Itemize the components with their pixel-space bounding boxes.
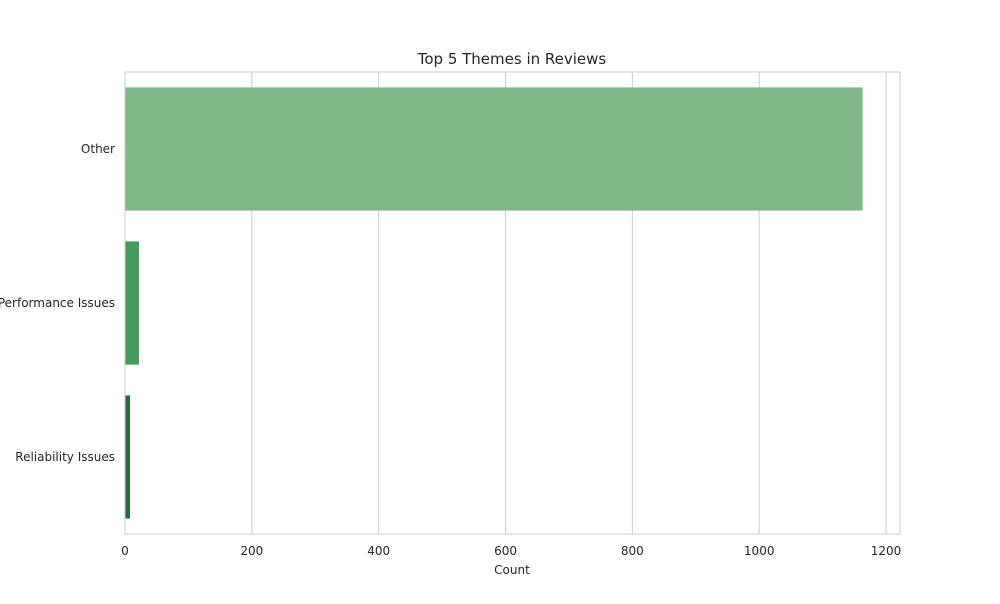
bar-reliability-issues — [125, 395, 131, 519]
x-tick-label: 600 — [494, 544, 517, 558]
x-axis-title: Count — [494, 563, 530, 577]
x-tick-labels: 0 200 400 600 800 1000 1200 — [121, 544, 901, 558]
y-tick-label: Performance Issues — [0, 296, 115, 310]
x-tick-label: 400 — [367, 544, 390, 558]
x-tick-label: 0 — [121, 544, 129, 558]
y-tick-labels: Other Performance Issues Reliability Issue… — [0, 142, 115, 464]
x-tick-label: 800 — [621, 544, 644, 558]
bar-other — [125, 87, 863, 211]
x-tick-label: 200 — [240, 544, 263, 558]
x-tick-label: 1200 — [871, 544, 902, 558]
plot-frame — [124, 71, 901, 535]
y-tick-label: Reliability Issues — [15, 450, 115, 464]
chart-title: Top 5 Themes in Reviews — [417, 50, 607, 68]
x-tick-label: 1000 — [744, 544, 775, 558]
bars — [125, 87, 863, 519]
y-tick-label: Other — [81, 142, 115, 156]
bar-performance-issues — [125, 241, 139, 365]
